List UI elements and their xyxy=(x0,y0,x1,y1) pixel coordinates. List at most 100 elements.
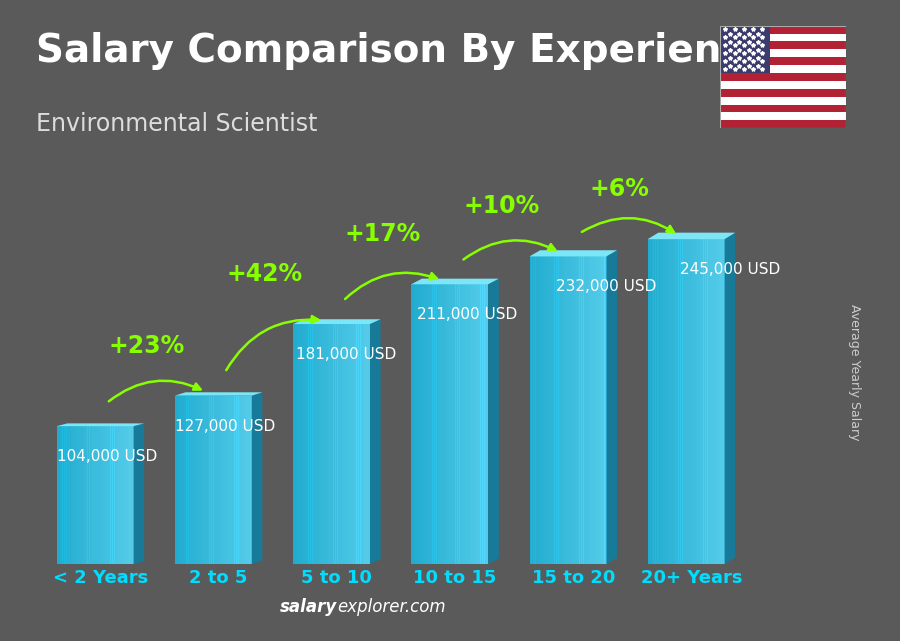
Text: 10 to 15: 10 to 15 xyxy=(413,569,497,587)
Polygon shape xyxy=(598,256,601,564)
Polygon shape xyxy=(213,395,215,564)
Polygon shape xyxy=(295,324,297,564)
Polygon shape xyxy=(428,284,431,564)
Polygon shape xyxy=(355,324,356,564)
Polygon shape xyxy=(715,239,717,564)
Text: Salary Comparison By Experience: Salary Comparison By Experience xyxy=(36,32,770,71)
Text: +23%: +23% xyxy=(109,334,184,358)
Polygon shape xyxy=(184,395,186,564)
Polygon shape xyxy=(183,395,184,564)
Polygon shape xyxy=(293,324,295,564)
Polygon shape xyxy=(707,239,709,564)
Polygon shape xyxy=(417,284,419,564)
Polygon shape xyxy=(566,256,568,564)
Polygon shape xyxy=(479,284,481,564)
Polygon shape xyxy=(677,239,679,564)
Polygon shape xyxy=(293,319,381,324)
Polygon shape xyxy=(680,239,682,564)
Polygon shape xyxy=(232,395,235,564)
Polygon shape xyxy=(307,324,309,564)
Polygon shape xyxy=(70,426,72,564)
Polygon shape xyxy=(724,233,735,564)
Polygon shape xyxy=(341,324,343,564)
Text: +10%: +10% xyxy=(464,194,539,219)
Bar xyxy=(720,73,846,81)
Polygon shape xyxy=(457,284,460,564)
Polygon shape xyxy=(124,426,126,564)
Polygon shape xyxy=(120,426,122,564)
Polygon shape xyxy=(694,239,696,564)
Bar xyxy=(720,57,846,65)
Polygon shape xyxy=(573,256,576,564)
Polygon shape xyxy=(662,239,663,564)
Polygon shape xyxy=(309,324,310,564)
Polygon shape xyxy=(370,319,381,564)
Polygon shape xyxy=(670,239,673,564)
Polygon shape xyxy=(219,395,221,564)
Polygon shape xyxy=(682,239,685,564)
Polygon shape xyxy=(454,284,455,564)
Text: +17%: +17% xyxy=(345,222,421,246)
Polygon shape xyxy=(229,395,230,564)
Text: < 2 Years: < 2 Years xyxy=(53,569,148,587)
Polygon shape xyxy=(432,284,435,564)
Polygon shape xyxy=(679,239,680,564)
Polygon shape xyxy=(597,256,598,564)
Polygon shape xyxy=(713,239,716,564)
Polygon shape xyxy=(250,395,252,564)
Polygon shape xyxy=(203,395,206,564)
Text: +6%: +6% xyxy=(590,177,650,201)
Polygon shape xyxy=(723,239,724,564)
Polygon shape xyxy=(358,324,361,564)
Polygon shape xyxy=(364,324,366,564)
Polygon shape xyxy=(465,284,467,564)
Polygon shape xyxy=(97,426,99,564)
Bar xyxy=(720,121,846,128)
Polygon shape xyxy=(322,324,324,564)
Polygon shape xyxy=(244,395,247,564)
Polygon shape xyxy=(684,239,687,564)
Polygon shape xyxy=(338,324,339,564)
Polygon shape xyxy=(537,256,539,564)
Polygon shape xyxy=(331,324,334,564)
Polygon shape xyxy=(84,426,86,564)
Polygon shape xyxy=(363,324,365,564)
Bar xyxy=(720,65,846,73)
Polygon shape xyxy=(686,239,688,564)
Polygon shape xyxy=(99,426,101,564)
Polygon shape xyxy=(193,395,194,564)
Polygon shape xyxy=(704,239,706,564)
Polygon shape xyxy=(448,284,450,564)
Bar xyxy=(720,81,846,88)
Polygon shape xyxy=(133,424,144,564)
Polygon shape xyxy=(77,426,80,564)
Polygon shape xyxy=(336,324,338,564)
Polygon shape xyxy=(580,256,581,564)
Polygon shape xyxy=(544,256,547,564)
Polygon shape xyxy=(488,279,499,564)
Polygon shape xyxy=(427,284,428,564)
Polygon shape xyxy=(65,426,67,564)
Polygon shape xyxy=(304,324,307,564)
Bar xyxy=(720,97,846,104)
Polygon shape xyxy=(196,395,198,564)
Text: 5 to 10: 5 to 10 xyxy=(302,569,373,587)
Polygon shape xyxy=(581,256,583,564)
Polygon shape xyxy=(104,426,107,564)
Polygon shape xyxy=(541,256,544,564)
Polygon shape xyxy=(411,284,413,564)
Polygon shape xyxy=(62,426,65,564)
Polygon shape xyxy=(665,239,667,564)
Polygon shape xyxy=(411,279,499,284)
Polygon shape xyxy=(86,426,87,564)
Polygon shape xyxy=(252,392,263,564)
Text: 15 to 20: 15 to 20 xyxy=(532,569,615,587)
Polygon shape xyxy=(701,239,704,564)
Polygon shape xyxy=(482,284,484,564)
Polygon shape xyxy=(202,395,204,564)
Polygon shape xyxy=(326,324,328,564)
Polygon shape xyxy=(464,284,465,564)
Polygon shape xyxy=(80,426,82,564)
Polygon shape xyxy=(297,324,299,564)
Polygon shape xyxy=(101,426,103,564)
